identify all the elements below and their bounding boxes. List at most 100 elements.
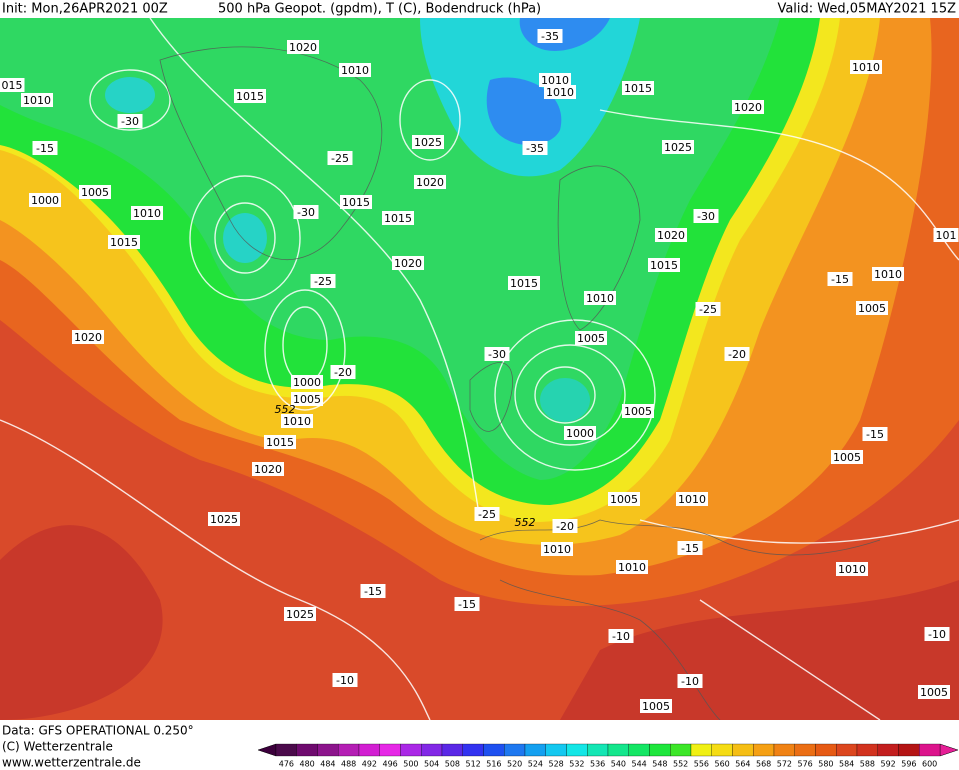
colorbar-label: 548 (652, 760, 667, 769)
isobar-label: 1015 (266, 436, 294, 449)
isobar-label: 1020 (394, 257, 422, 270)
colorbar-label: 500 (403, 760, 418, 769)
colorbar-label: 524 (528, 760, 543, 769)
isobar-label: 1005 (610, 493, 638, 506)
isobar-label: 1005 (642, 700, 670, 713)
temperature-label: -35 (541, 30, 559, 43)
isobar-label: 1005 (858, 302, 886, 315)
isobar-label: 1015 (236, 90, 264, 103)
isobars (0, 18, 959, 720)
isobar-label-box (234, 89, 266, 103)
isobar-label: 1000 (31, 194, 59, 207)
isobar-label-box (662, 140, 694, 154)
temperature-label-box (474, 507, 500, 521)
temperature-label-box (484, 347, 510, 361)
colorbar-label: 504 (424, 760, 439, 769)
isobar-label: 1010 (618, 561, 646, 574)
isobar-label: 1025 (664, 141, 692, 154)
colorbar-swatch (898, 743, 920, 757)
temperature-label-box (724, 347, 750, 361)
isobar-label-box (933, 228, 959, 242)
header-init: Init: Mon,26APR2021 00Z (2, 2, 168, 17)
temperature-label-box (117, 114, 143, 128)
colorbar-label: 508 (445, 760, 460, 769)
isobar-label: 1005 (577, 332, 605, 345)
temperature-label-box (862, 427, 888, 441)
isobar-label: 1010 (543, 543, 571, 556)
isobar-label-box (508, 276, 540, 290)
colorbar-swatch (794, 743, 816, 757)
colorbar-swatch (338, 743, 360, 757)
isobar-label-box (575, 331, 607, 345)
colorbar-swatch (566, 743, 588, 757)
isobar-label-box (108, 235, 140, 249)
colorbar-label: 492 (362, 760, 377, 769)
colorbar-swatch (690, 743, 712, 757)
isobar-label: 101 (936, 229, 957, 242)
colorbar-label: 512 (465, 760, 480, 769)
temperature-label-box (330, 365, 356, 379)
isobar-label: 1010 (586, 292, 614, 305)
isobar-label-box (252, 462, 284, 476)
isobar-label: 1000 (566, 427, 594, 440)
colorbar-label: 584 (839, 760, 854, 769)
colorbar-swatch (753, 743, 775, 757)
colorbar-swatch (275, 743, 297, 757)
isobar-label-box (392, 256, 424, 270)
colorbar-swatch (524, 743, 546, 757)
isobar-label-box (412, 135, 444, 149)
temperature-label: -15 (831, 273, 849, 286)
temperature-label: -15 (681, 542, 699, 555)
colorbar-label: 592 (880, 760, 895, 769)
temperature-label: -30 (488, 348, 506, 361)
isobar-label-box (622, 404, 654, 418)
temperature-label: -20 (556, 520, 574, 533)
colorbar-label: 580 (818, 760, 833, 769)
temperature-label: -25 (699, 303, 717, 316)
field-darkred (0, 525, 163, 720)
isobar-label-box (676, 492, 708, 506)
colorbar-label: 596 (901, 760, 916, 769)
colorbar-swatch (379, 743, 401, 757)
temperature-label-box (537, 29, 563, 43)
isobar-label: 1020 (289, 41, 317, 54)
isobar-label: 1015 (510, 277, 538, 290)
temperature-label-box (310, 274, 336, 288)
colorbar-label: 516 (486, 760, 501, 769)
isobar-label-box (29, 193, 61, 207)
isobar-label-box (79, 185, 111, 199)
temperature-label-box (924, 627, 950, 641)
colorbar-swatch (877, 743, 899, 757)
temperature-label: -10 (612, 630, 630, 643)
colorbar-swatch (545, 743, 567, 757)
colorbar-label: 536 (590, 760, 605, 769)
temperature-label-box (608, 629, 634, 643)
colorbar-swatch (670, 743, 692, 757)
temperature-label: -10 (681, 675, 699, 688)
temperature-label-box (827, 272, 853, 286)
colorbar-swatch (628, 743, 650, 757)
isobar-label: 1005 (81, 186, 109, 199)
isobar-label: 1015 (624, 82, 652, 95)
isobar-label: 1000 (293, 376, 321, 389)
isobar-label-box (544, 85, 576, 99)
isobar-label: 1025 (414, 136, 442, 149)
isobar-label-box (872, 267, 904, 281)
colorbar-swatch (856, 743, 878, 757)
field-cyan (105, 77, 155, 113)
colorbar-swatch (358, 743, 380, 757)
isobar-label: 1005 (293, 393, 321, 406)
isobar-label-box (564, 426, 596, 440)
contour-label: 552 (515, 516, 536, 529)
temperature-label-box (32, 141, 58, 155)
colorbar-swatch (711, 743, 733, 757)
isobar-label: 1015 (384, 212, 412, 225)
isobar-label-box (918, 685, 950, 699)
isobar-label: 1005 (833, 451, 861, 464)
temperature-label: -15 (364, 585, 382, 598)
field-darkred (560, 580, 959, 720)
temperature-label: -20 (334, 366, 352, 379)
isobar-label: 1020 (657, 229, 685, 242)
isobar-label-box (339, 63, 371, 77)
